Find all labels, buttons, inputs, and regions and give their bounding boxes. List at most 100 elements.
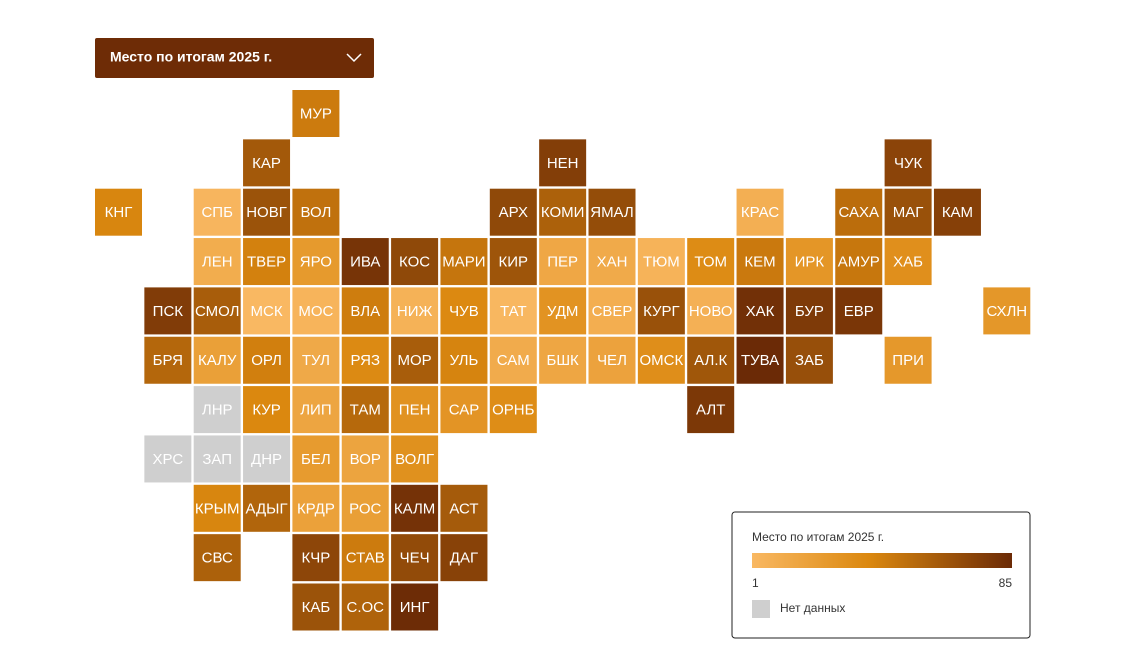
region-label: КРДР	[297, 500, 335, 517]
region-tile	[391, 435, 439, 483]
region-label: МАРИ	[442, 254, 485, 271]
region-label: КАБ	[302, 599, 331, 616]
region-label: ДАГ	[450, 550, 478, 567]
region-tile	[193, 534, 241, 582]
region-label: НИЖ	[397, 303, 433, 320]
dropdown-box[interactable]	[95, 38, 374, 78]
region-tile	[736, 287, 784, 335]
region-label: ВЛА	[350, 303, 380, 320]
region-tile	[933, 188, 981, 236]
region-label: МСК	[251, 303, 283, 320]
region-tile	[341, 386, 389, 434]
region-tile	[539, 139, 587, 187]
region-tile	[489, 238, 537, 286]
region-label: КУР	[252, 402, 280, 419]
region-label: НЕН	[547, 155, 579, 172]
region-tile	[736, 238, 784, 286]
region-label: ОРНБ	[492, 402, 535, 419]
region-tile	[440, 238, 488, 286]
region-tile	[95, 188, 142, 236]
region-tile	[588, 188, 636, 236]
region-tile	[243, 238, 291, 286]
region-tile	[785, 287, 833, 335]
region-tile	[292, 188, 340, 236]
region-label: ЧУВ	[449, 303, 479, 320]
region-label: ЧЕЛ	[597, 352, 627, 369]
region-label: ЧЕЧ	[400, 550, 430, 567]
region-tile	[835, 287, 883, 335]
region-tile	[637, 238, 685, 286]
region-tile	[292, 90, 340, 137]
region-label: КАМ	[942, 204, 973, 221]
region-tile	[440, 534, 488, 582]
region-label: БУР	[795, 303, 824, 320]
region-label: БЕЛ	[301, 451, 331, 468]
region-label: ОМСК	[639, 352, 683, 369]
region-label: РОС	[349, 500, 381, 517]
region-label: КЧР	[302, 550, 331, 567]
region-tile	[193, 238, 241, 286]
region-tile	[341, 583, 389, 631]
region-label: МУР	[300, 105, 332, 122]
region-label: АЛТ	[696, 402, 725, 419]
region-tile	[341, 435, 389, 483]
region-label: КОС	[399, 254, 430, 271]
region-tile	[736, 336, 784, 384]
region-label: АЛ.К	[694, 352, 727, 369]
region-tile	[243, 484, 291, 532]
legend-box	[731, 511, 1031, 639]
region-tile	[292, 287, 340, 335]
region-label: КУРГ	[643, 303, 680, 320]
region-tile	[884, 139, 932, 187]
region-tile	[144, 287, 192, 335]
region-label: ИРК	[795, 254, 825, 271]
region-tile	[983, 287, 1031, 335]
region-label: УДМ	[547, 303, 579, 320]
region-label: БШК	[546, 352, 579, 369]
region-label: НОВО	[689, 303, 733, 320]
region-tile	[687, 238, 735, 286]
region-label: АРХ	[499, 204, 528, 221]
region-tile	[193, 386, 241, 434]
region-tile	[884, 238, 932, 286]
region-tile	[391, 287, 439, 335]
region-tile	[391, 238, 439, 286]
region-tile	[193, 188, 241, 236]
region-tile	[489, 188, 537, 236]
region-label: ВОЛ	[300, 204, 331, 221]
region-label: ПЕР	[547, 254, 578, 271]
region-label: ТЮМ	[643, 254, 680, 271]
region-label: СПБ	[201, 204, 233, 221]
region-label: СВС	[202, 550, 233, 567]
region-label: РЯЗ	[350, 352, 380, 369]
region-tile	[440, 484, 488, 532]
region-label: АМУР	[838, 254, 880, 271]
region-label: ЛИП	[300, 402, 331, 419]
dropdown[interactable]: Место по итогам 2025 г.	[95, 38, 374, 78]
region-tile	[884, 188, 932, 236]
region-tile	[193, 287, 241, 335]
region-tile	[588, 287, 636, 335]
region-label: ТВЕР	[247, 254, 286, 271]
region-tile	[539, 238, 587, 286]
region-label: АСТ	[449, 500, 478, 517]
region-tile	[637, 287, 685, 335]
region-tile	[341, 238, 389, 286]
region-tile	[539, 188, 587, 236]
region-tile	[539, 287, 587, 335]
region-tile	[588, 238, 636, 286]
region-tile	[292, 435, 340, 483]
region-tile	[835, 188, 883, 236]
region-label: ЗАБ	[795, 352, 824, 369]
region-label: БРЯ	[153, 352, 183, 369]
region-tile	[292, 238, 340, 286]
region-tile	[637, 336, 685, 384]
region-label: ПРИ	[892, 352, 924, 369]
region-tile	[341, 336, 389, 384]
dropdown-label: Место по итогам 2025 г.	[110, 49, 272, 65]
legend-max: 85	[999, 576, 1013, 590]
region-tile	[292, 484, 340, 532]
region-label: ТАМ	[350, 402, 381, 419]
region-label: МОС	[298, 303, 333, 320]
region-tile	[489, 386, 537, 434]
